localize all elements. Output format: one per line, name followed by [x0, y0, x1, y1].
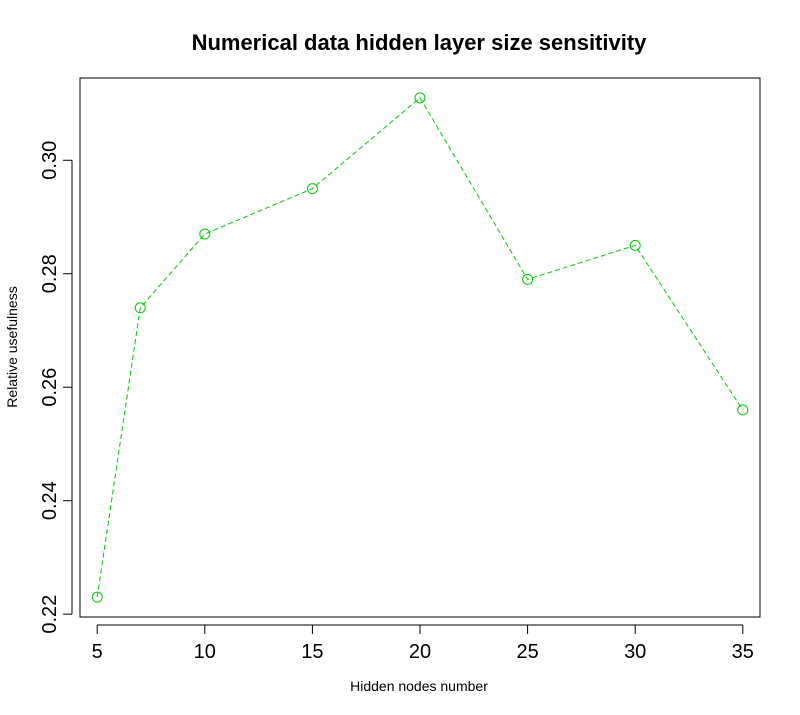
chart-title: Numerical data hidden layer size sensiti…: [192, 30, 648, 55]
data-point: [306, 183, 318, 195]
data-point: [199, 228, 211, 240]
x-tick-label: 5: [92, 641, 103, 663]
x-tick-label: 35: [732, 641, 754, 663]
data-point: [91, 591, 103, 603]
y-tick-label: 0.24: [39, 481, 61, 520]
y-axis-title: Relative usefulness: [4, 286, 20, 407]
y-tick-label: 0.22: [39, 595, 61, 634]
x-axis: 5 10 15 20 25 30 35: [92, 624, 754, 663]
data-point: [134, 302, 146, 314]
y-tick-label: 0.26: [39, 368, 61, 407]
y-tick-label: 0.30: [39, 141, 61, 180]
data-point: [414, 92, 426, 104]
x-tick-label: 20: [409, 641, 431, 663]
series-layer: [91, 92, 749, 603]
y-axis: 0.22 0.24 0.26 0.28 0.30: [39, 141, 73, 634]
data-point: [522, 273, 534, 285]
series-line: [96, 97, 744, 598]
plot-frame: [79, 77, 761, 618]
x-tick-label: 25: [516, 641, 538, 663]
x-tick-label: 30: [624, 641, 646, 663]
data-point: [737, 404, 749, 416]
x-axis-title: Hidden nodes number: [350, 678, 488, 694]
data-point: [629, 239, 641, 251]
x-tick-label: 15: [301, 641, 323, 663]
x-tick-label: 10: [194, 641, 216, 663]
y-tick-label: 0.28: [39, 254, 61, 293]
